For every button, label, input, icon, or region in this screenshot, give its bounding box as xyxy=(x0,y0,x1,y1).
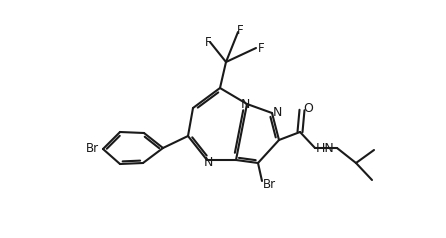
Text: N: N xyxy=(203,155,213,169)
Text: O: O xyxy=(303,103,313,115)
Text: N: N xyxy=(240,99,250,111)
Text: F: F xyxy=(205,36,211,50)
Text: HN: HN xyxy=(316,143,335,155)
Text: Br: Br xyxy=(263,178,276,192)
Text: F: F xyxy=(258,43,264,55)
Text: Br: Br xyxy=(86,143,99,155)
Text: N: N xyxy=(273,105,282,119)
Text: F: F xyxy=(237,24,244,36)
